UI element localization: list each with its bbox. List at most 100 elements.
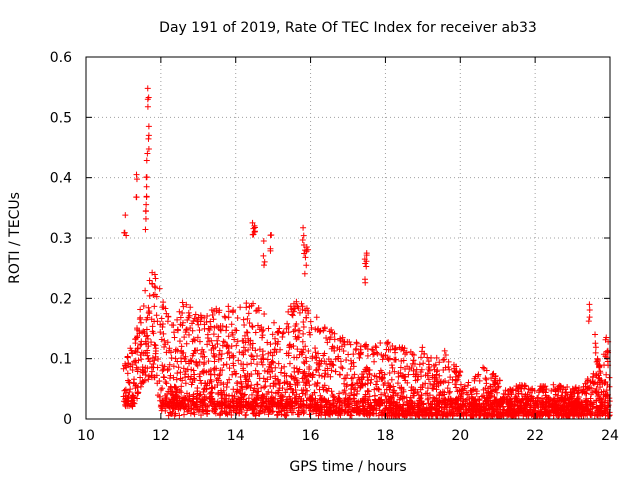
- data-point: [445, 379, 452, 386]
- data-point: [194, 385, 201, 392]
- data-point: [272, 390, 279, 397]
- data-point: [499, 397, 506, 404]
- data-point: [195, 408, 202, 415]
- data-point: [521, 405, 528, 412]
- data-point: [581, 407, 588, 414]
- data-point: [556, 397, 563, 404]
- data-point: [411, 360, 418, 367]
- data-point: [383, 402, 390, 409]
- data-point: [337, 371, 344, 378]
- data-point: [128, 347, 135, 354]
- data-point: [402, 407, 409, 414]
- data-point: [603, 371, 610, 378]
- data-point: [550, 397, 557, 404]
- data-point: [184, 408, 191, 415]
- data-point: [541, 404, 548, 411]
- data-point: [371, 372, 378, 379]
- data-point: [166, 345, 173, 352]
- data-point: [366, 371, 373, 378]
- data-point: [174, 326, 181, 333]
- data-point: [343, 383, 350, 390]
- data-point: [525, 411, 532, 418]
- data-point: [156, 285, 163, 292]
- data-point: [144, 314, 151, 321]
- data-point: [252, 367, 259, 374]
- data-point: [239, 386, 246, 393]
- data-point: [383, 396, 390, 403]
- data-point: [187, 410, 194, 417]
- data-point: [386, 355, 393, 362]
- data-point: [534, 402, 541, 409]
- data-point: [210, 316, 217, 323]
- data-point: [572, 404, 579, 411]
- data-point: [275, 338, 282, 345]
- data-point: [414, 376, 421, 383]
- data-point: [143, 349, 150, 356]
- data-point: [142, 208, 149, 215]
- data-point: [224, 350, 231, 357]
- data-point: [598, 402, 605, 409]
- data-point: [151, 271, 158, 278]
- data-point: [144, 96, 151, 103]
- data-point: [580, 386, 587, 393]
- data-point: [254, 361, 261, 368]
- data-point: [255, 307, 262, 314]
- data-point: [298, 300, 305, 307]
- data-point: [159, 324, 166, 331]
- data-point: [433, 354, 440, 361]
- data-point: [218, 389, 225, 396]
- data-point: [296, 327, 303, 334]
- data-point: [127, 401, 134, 408]
- data-point: [516, 381, 523, 388]
- data-point: [221, 339, 228, 346]
- data-point: [351, 371, 358, 378]
- data-point: [346, 412, 353, 419]
- data-point: [124, 354, 131, 361]
- data-point: [398, 357, 405, 364]
- data-point: [274, 411, 281, 418]
- data-point: [593, 358, 600, 365]
- data-point: [177, 321, 184, 328]
- data-point: [137, 319, 144, 326]
- data-point: [316, 407, 323, 414]
- data-point: [228, 412, 235, 419]
- x-tick-label: 14: [227, 428, 245, 444]
- data-point: [241, 332, 248, 339]
- data-point: [300, 318, 307, 325]
- x-tick-label: 22: [526, 428, 544, 444]
- data-point: [576, 403, 583, 410]
- data-point: [140, 378, 147, 385]
- data-point: [506, 406, 513, 413]
- data-point: [586, 307, 593, 314]
- data-point: [293, 377, 300, 384]
- data-point: [584, 375, 591, 382]
- data-point: [208, 385, 215, 392]
- data-point: [278, 397, 285, 404]
- data-point: [361, 276, 368, 283]
- data-point: [326, 328, 333, 335]
- data-point: [142, 226, 149, 233]
- data-point: [159, 367, 166, 374]
- data-point: [592, 344, 599, 351]
- data-point: [122, 389, 129, 396]
- data-point: [121, 229, 128, 236]
- data-point: [267, 247, 274, 254]
- data-point: [601, 380, 608, 387]
- data-point: [187, 325, 194, 331]
- data-point: [247, 341, 254, 348]
- data-point: [379, 400, 386, 407]
- data-point: [596, 362, 603, 369]
- data-point: [145, 123, 152, 130]
- data-point: [357, 343, 364, 350]
- data-point: [439, 388, 446, 395]
- data-point: [292, 381, 299, 388]
- data-point: [447, 374, 454, 381]
- data-point: [535, 389, 542, 396]
- data-point: [579, 399, 586, 406]
- data-point: [190, 399, 197, 406]
- data-point: [345, 351, 352, 358]
- data-point: [252, 347, 259, 354]
- data-point: [222, 402, 229, 409]
- data-point: [137, 314, 144, 321]
- data-point: [286, 341, 293, 348]
